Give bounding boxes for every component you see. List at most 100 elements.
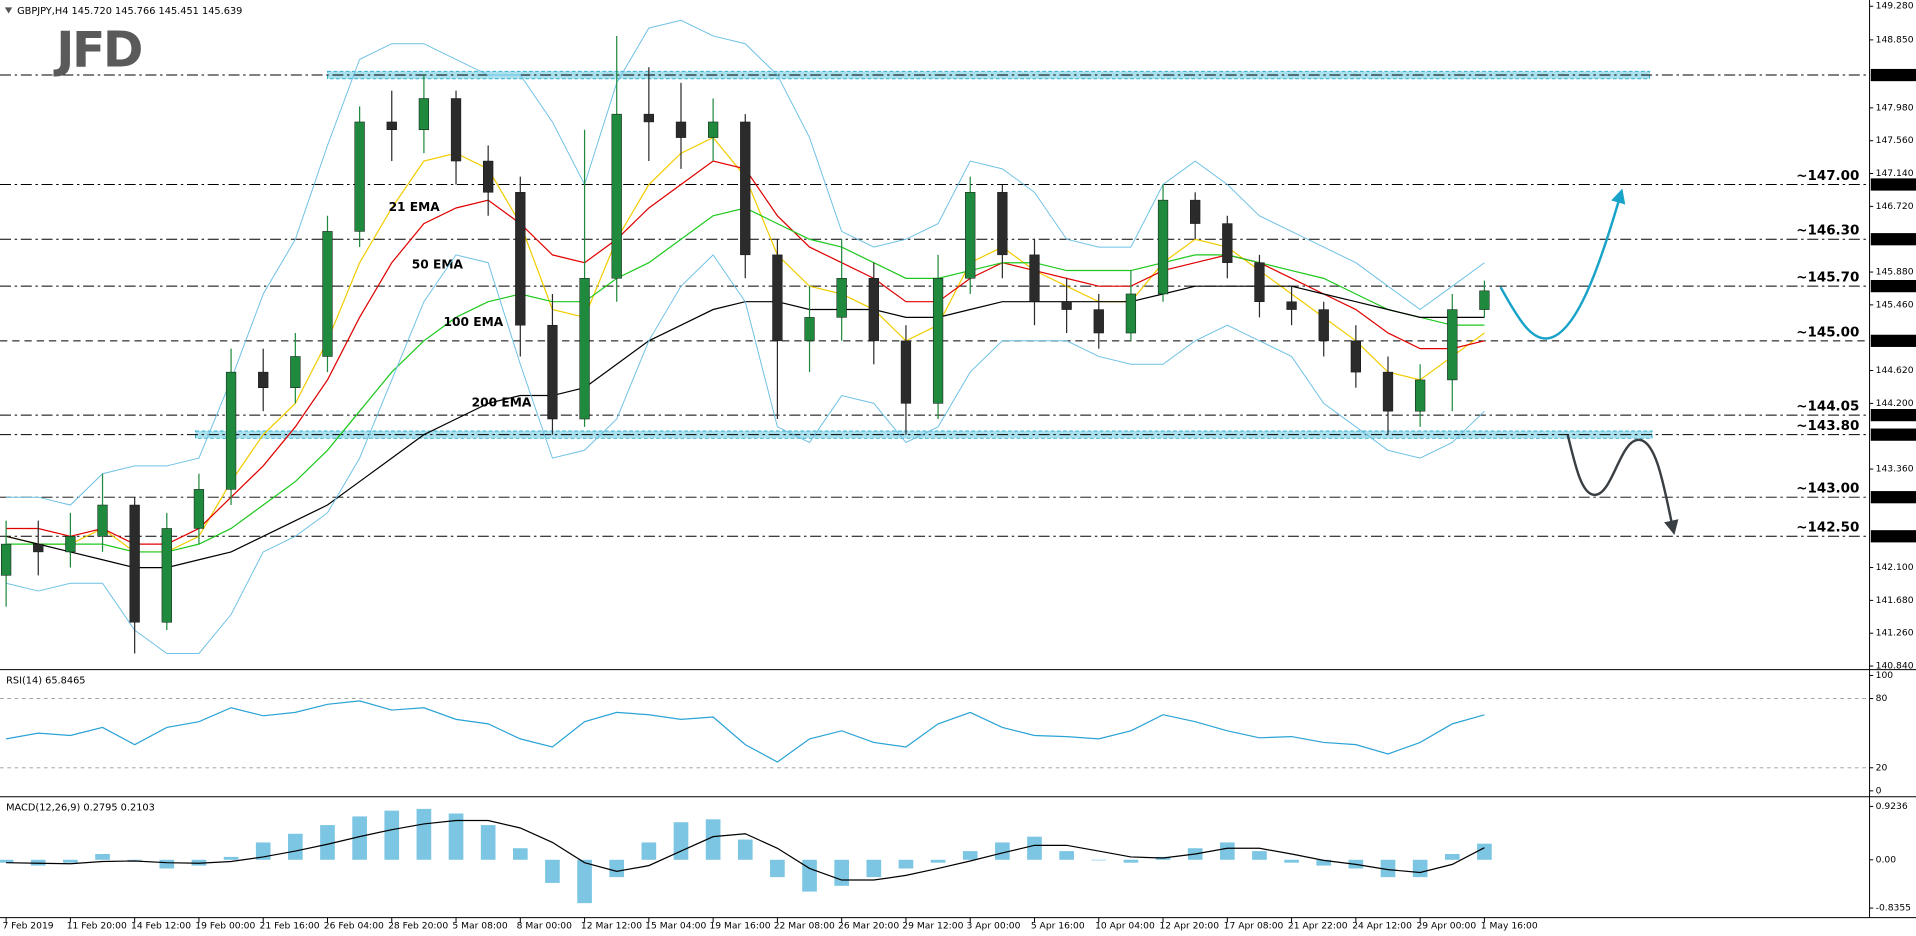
x-tick-label: 11 Feb 20:00 bbox=[67, 921, 127, 932]
x-tick-label: 12 Apr 20:00 bbox=[1159, 921, 1219, 932]
level-annotation: ~145.70 bbox=[1796, 271, 1859, 286]
candle-body bbox=[611, 113, 622, 279]
bollinger-line bbox=[6, 19, 1485, 506]
macd-bar bbox=[962, 851, 978, 860]
y-tick-label: 0.00 bbox=[1876, 854, 1897, 865]
x-tick-label: 29 Mar 12:00 bbox=[902, 921, 963, 932]
x-tick-label: 28 Feb 20:00 bbox=[388, 921, 448, 932]
macd-bar bbox=[1412, 859, 1428, 878]
candle-body bbox=[193, 489, 205, 529]
candle-body bbox=[354, 121, 365, 232]
candle-body bbox=[1222, 223, 1233, 263]
candle-body bbox=[579, 278, 590, 420]
level-label: 148.400 bbox=[1874, 70, 1912, 81]
y-tick-label: 145.460 bbox=[1876, 299, 1914, 310]
y-tick-label: 140.840 bbox=[1876, 661, 1914, 672]
candle-body bbox=[997, 192, 1008, 256]
macd-bar bbox=[737, 839, 753, 860]
macd-bar bbox=[416, 808, 432, 860]
level-annotation: ~147.00 bbox=[1796, 169, 1859, 184]
x-tick-label: 17 Apr 08:00 bbox=[1224, 921, 1284, 932]
candle-body bbox=[65, 536, 76, 553]
macd-bar bbox=[1027, 836, 1042, 860]
level-label-box bbox=[1870, 334, 1916, 347]
macd-bar bbox=[223, 856, 239, 860]
y-tick-label: 141.680 bbox=[1876, 595, 1914, 606]
level-annotation: ~146.30 bbox=[1796, 224, 1859, 239]
chart-title: GBPJPY,H4 145.720 145.766 145.451 145.63… bbox=[17, 6, 242, 17]
ema-label: 100 EMA bbox=[444, 315, 504, 329]
candle-body bbox=[1286, 301, 1297, 310]
candle-body bbox=[547, 324, 558, 420]
candle-body bbox=[290, 356, 301, 388]
level-label: 142.500 bbox=[1874, 531, 1912, 542]
y-tick-label: 142.100 bbox=[1876, 562, 1914, 573]
candle-body bbox=[1190, 199, 1201, 224]
watermark: JFD bbox=[53, 22, 141, 79]
x-tick-label: 19 Mar 16:00 bbox=[709, 921, 770, 932]
candle-body bbox=[322, 231, 333, 357]
candle-body bbox=[675, 121, 687, 138]
x-tick-label: 15 Mar 04:00 bbox=[645, 921, 706, 932]
level-label: 147.000 bbox=[1874, 179, 1912, 190]
y-tick-label: 143.360 bbox=[1876, 464, 1914, 475]
candle-body bbox=[0, 543, 12, 576]
x-tick-label: 26 Feb 04:00 bbox=[324, 921, 384, 932]
level-label-box bbox=[1870, 491, 1916, 504]
ema-label: 200 EMA bbox=[472, 396, 532, 410]
y-tick-label: 141.260 bbox=[1876, 628, 1914, 639]
level-label-box bbox=[1870, 280, 1916, 293]
level-label-box bbox=[1870, 408, 1916, 422]
macd-bar bbox=[1091, 859, 1107, 861]
candle-body bbox=[1350, 340, 1361, 373]
y-tick-label: 147.560 bbox=[1876, 135, 1914, 146]
macd-bar bbox=[834, 859, 850, 886]
y-tick-label: 149.280 bbox=[1876, 1, 1914, 12]
candle-body bbox=[932, 278, 944, 404]
level-annotation: ~143.00 bbox=[1796, 482, 1859, 497]
candle-body bbox=[836, 278, 847, 318]
candle-body bbox=[1447, 309, 1458, 381]
y-tick-label: 146.720 bbox=[1876, 201, 1914, 212]
candle-body bbox=[386, 121, 397, 131]
candle-body bbox=[707, 121, 719, 138]
y-tick-label: 148.850 bbox=[1876, 34, 1914, 45]
candle-body bbox=[515, 192, 526, 326]
candle-body bbox=[1061, 301, 1072, 310]
candle-body bbox=[1029, 254, 1040, 303]
candle-body bbox=[258, 371, 269, 388]
x-tick-label: 19 Feb 00:00 bbox=[195, 921, 255, 932]
y-tick-label: 145.880 bbox=[1876, 267, 1914, 278]
macd-bar bbox=[705, 819, 721, 860]
candle-body bbox=[868, 278, 879, 342]
macd-bar bbox=[1252, 851, 1267, 860]
macd-bar bbox=[995, 842, 1010, 860]
projection-arrow-down bbox=[1566, 434, 1679, 536]
macd-bar bbox=[320, 825, 335, 860]
macd-bar bbox=[545, 859, 560, 883]
level-annotation: ~144.05 bbox=[1796, 400, 1859, 415]
macd-bar bbox=[1219, 842, 1235, 860]
y-tick-label: 147.140 bbox=[1876, 168, 1914, 179]
macd-bar bbox=[577, 859, 592, 904]
y-tick-label: 147.980 bbox=[1876, 102, 1914, 113]
candle-body bbox=[1157, 199, 1169, 295]
macd-bar bbox=[127, 859, 142, 861]
level-annotation: ~142.50 bbox=[1796, 521, 1859, 536]
macd-bar bbox=[63, 859, 78, 863]
macd-bar bbox=[802, 859, 817, 892]
level-label: 145.700 bbox=[1874, 281, 1912, 292]
candle-body bbox=[1254, 262, 1265, 303]
candle-body bbox=[483, 160, 494, 193]
candle-body bbox=[643, 113, 654, 123]
x-tick-label: 22 Mar 08:00 bbox=[774, 921, 835, 932]
x-tick-label: 5 Mar 08:00 bbox=[452, 921, 507, 932]
macd-bar bbox=[288, 833, 303, 860]
macd-bar bbox=[448, 813, 464, 860]
candle-body bbox=[1125, 293, 1137, 334]
x-tick-label: 1 May 16:00 bbox=[1481, 921, 1538, 932]
candle-body bbox=[965, 192, 976, 279]
ema-label: 50 EMA bbox=[412, 258, 464, 272]
